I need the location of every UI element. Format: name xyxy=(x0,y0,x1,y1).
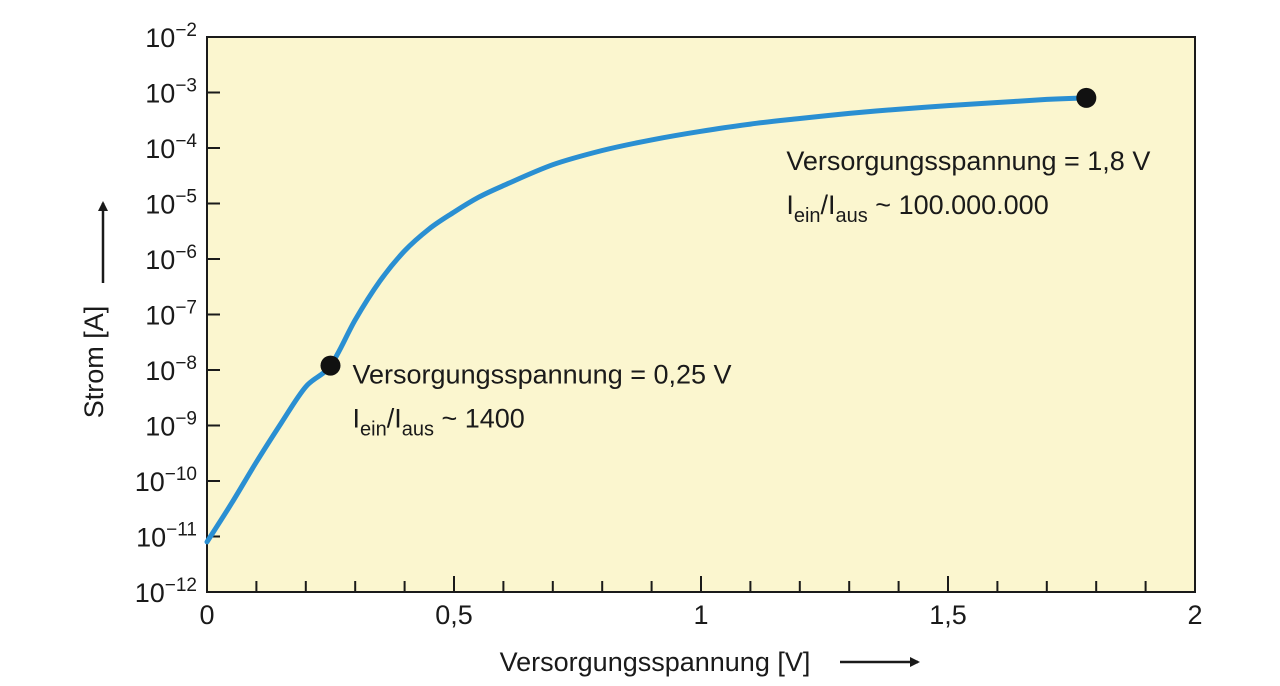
x-axis-title-group: Versorgungsspannung [V] xyxy=(500,647,920,677)
y-tick-label: 10−5 xyxy=(145,187,197,220)
x-tick-label: 0 xyxy=(199,600,214,630)
x-axis-ticks: 0 0,5 1 1,5 2 xyxy=(199,576,1203,630)
y-axis-ticks: 10−12 10−11 10−10 10−9 10−8 10−7 10−6 10−5 10−4 1… xyxy=(135,20,220,608)
current-curve xyxy=(204,95,1089,545)
y-tick-label: 10−8 xyxy=(145,353,197,386)
y-tick-label: 10−10 xyxy=(135,464,197,497)
annotation-ratio: Iein/Iaus ~ 100.000.000 xyxy=(786,190,1048,227)
x-tick-label: 1,5 xyxy=(929,600,967,630)
y-axis-title-group: Strom [A] xyxy=(79,201,109,419)
y-tick-label: 10−12 xyxy=(135,575,197,608)
y-tick-label: 10−4 xyxy=(145,131,197,164)
data-point-marker xyxy=(1076,87,1097,108)
y-tick-label: 10−7 xyxy=(145,298,197,331)
y-tick-label: 10−6 xyxy=(145,242,197,275)
x-tick-label: 1 xyxy=(693,600,708,630)
x-axis-title: Versorgungsspannung [V] xyxy=(500,647,811,677)
annotation-ratio: Iein/Iaus ~ 1400 xyxy=(353,404,525,441)
plot-area xyxy=(206,36,1196,593)
x-tick-label: 2 xyxy=(1187,600,1202,630)
y-axis-title: Strom [A] xyxy=(79,306,109,419)
data-markers xyxy=(320,87,1097,376)
y-tick-label: 10−2 xyxy=(145,20,197,53)
y-tick-label: 10−11 xyxy=(136,520,197,553)
annotation-voltage: Versorgungsspannung = 1,8 V xyxy=(786,146,1150,176)
y-tick-label: 10−3 xyxy=(145,76,197,109)
annotation-voltage: Versorgungsspannung = 0,25 V xyxy=(353,360,732,390)
annotations: Versorgungsspannung = 0,25 V Iein/Iaus ~ … xyxy=(353,146,1151,441)
y-tick-label: 10−9 xyxy=(145,409,197,442)
data-point-marker xyxy=(320,355,341,376)
x-tick-label: 0,5 xyxy=(435,600,473,630)
